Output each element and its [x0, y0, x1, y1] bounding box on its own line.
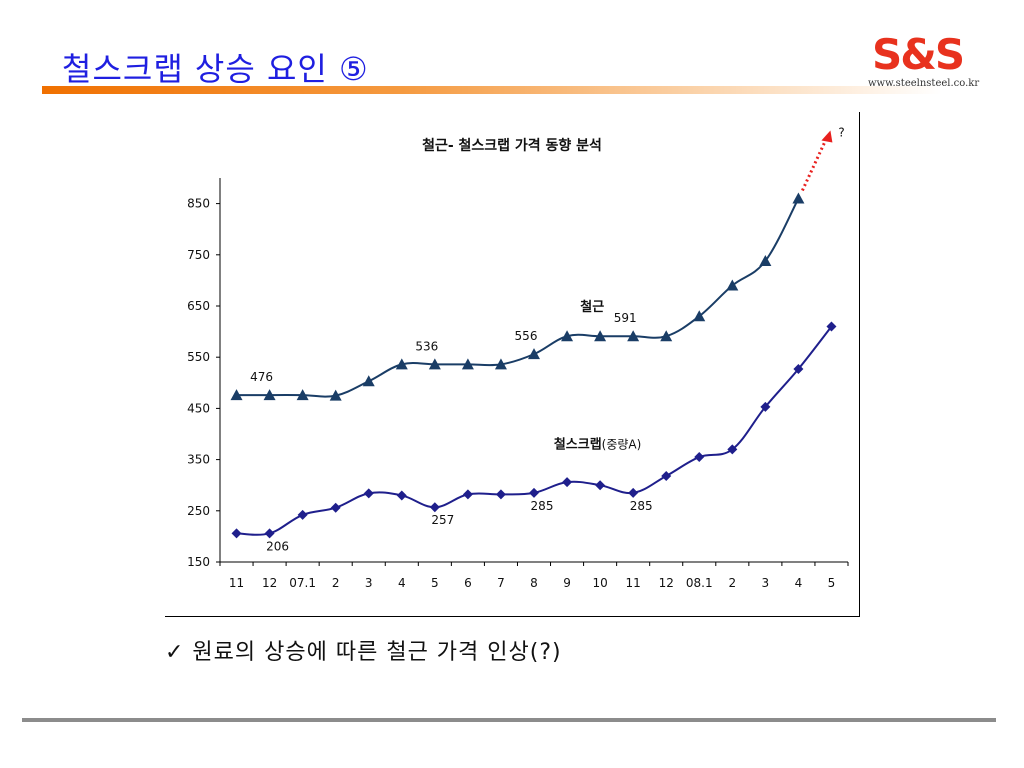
data-point-rebar	[263, 389, 276, 401]
chart-title: 철근- 철스크랩 가격 동향 분석	[422, 137, 602, 154]
x-tick-label: 4	[398, 576, 406, 590]
series-line-rebar	[236, 198, 800, 398]
y-tick-label: 350	[187, 453, 210, 467]
x-tick-label: 5	[431, 576, 439, 590]
logo-url: www.steelnsteel.co.kr	[868, 78, 980, 89]
data-point-scrap	[495, 489, 506, 500]
title-underline	[42, 86, 942, 94]
forecast-arrow-head	[821, 130, 833, 143]
x-tick-label: 7	[497, 576, 505, 590]
x-tick-label: 11	[626, 576, 641, 590]
y-tick-label: 850	[187, 197, 210, 211]
data-point-rebar	[362, 375, 375, 387]
data-label: 591	[614, 311, 637, 325]
y-tick-label: 450	[187, 401, 210, 415]
data-label: 206	[266, 539, 289, 553]
data-point-scrap	[396, 490, 407, 501]
x-tick-label: 2	[332, 576, 340, 590]
data-point-rebar	[494, 358, 507, 370]
data-point-scrap	[760, 401, 771, 412]
data-point-scrap	[661, 470, 672, 481]
data-point-scrap	[628, 487, 639, 498]
x-tick-label: 2	[728, 576, 736, 590]
data-point-scrap	[529, 487, 539, 498]
x-tick-label: 9	[563, 576, 571, 590]
data-label: 285	[531, 499, 554, 513]
data-label: 285	[630, 499, 653, 513]
data-label: 556	[515, 329, 538, 343]
data-point-rebar	[329, 389, 342, 401]
forecast-arrow-line	[801, 137, 828, 192]
data-label: 476	[250, 370, 273, 384]
company-logo: S&S www.steelnsteel.co.kr	[868, 30, 988, 90]
data-point-scrap	[264, 528, 275, 539]
data-point-rebar	[594, 330, 607, 342]
data-point-rebar	[296, 389, 309, 401]
data-point-rebar	[693, 310, 706, 322]
slide-title: 철스크랩 상승 요인 ⑤	[62, 50, 369, 88]
x-tick-label: 10	[592, 576, 607, 590]
x-tick-label: 5	[828, 576, 836, 590]
data-point-scrap	[694, 452, 705, 463]
x-tick-label: 11	[229, 576, 244, 590]
x-tick-label: 8	[530, 576, 538, 590]
data-point-scrap	[462, 489, 473, 500]
y-tick-label: 650	[187, 299, 210, 313]
x-tick-label: 12	[262, 576, 277, 590]
data-point-rebar	[395, 358, 408, 370]
x-tick-label: 6	[464, 576, 472, 590]
x-tick-label: 3	[762, 576, 770, 590]
data-point-scrap	[297, 509, 308, 520]
data-label: 257	[431, 513, 454, 527]
data-point-rebar	[428, 358, 441, 370]
logo-mark: S&S	[872, 30, 965, 79]
data-point-scrap	[595, 480, 606, 491]
caption: ✓ 원료의 상승에 따른 철근 가격 인상(?)	[165, 640, 562, 665]
data-point-rebar	[528, 348, 540, 360]
x-tick-label: 3	[365, 576, 373, 590]
data-point-scrap	[231, 528, 242, 539]
x-tick-label: 07.1	[289, 576, 316, 590]
data-point-rebar	[230, 389, 243, 401]
x-tick-label: 4	[795, 576, 803, 590]
y-tick-label: 750	[187, 248, 210, 262]
data-point-rebar	[561, 330, 574, 342]
forecast-label: ?	[838, 125, 844, 139]
data-point-rebar	[759, 254, 772, 266]
chart-frame: 철근- 철스크랩 가격 동향 분석 150 250 350 450 550 650 750 85…	[165, 112, 860, 617]
y-tick-label: 550	[187, 350, 210, 364]
data-point-rebar	[726, 279, 739, 291]
data-point-scrap	[793, 363, 804, 374]
data-point-scrap	[562, 477, 573, 488]
series-label-scrap: 철스크랩(중량A)	[554, 436, 642, 452]
data-point-rebar	[461, 358, 474, 370]
data-point-scrap	[330, 502, 341, 513]
data-point-rebar	[627, 330, 640, 342]
data-label: 536	[415, 339, 438, 353]
data-point-rebar	[660, 330, 673, 342]
x-tick-label: 08.1	[686, 576, 713, 590]
data-point-rebar	[792, 192, 805, 204]
data-point-scrap	[429, 502, 440, 513]
y-tick-label: 150	[187, 555, 210, 569]
data-point-scrap	[727, 444, 738, 455]
bottom-divider	[22, 718, 996, 722]
data-point-scrap	[363, 488, 374, 499]
data-point-scrap	[826, 321, 837, 332]
series-label-rebar: 철근	[580, 299, 604, 315]
x-tick-label: 12	[659, 576, 674, 590]
price-trend-chart: 철근- 철스크랩 가격 동향 분석15025035045055065075085…	[187, 125, 849, 590]
y-tick-label: 250	[187, 504, 210, 518]
